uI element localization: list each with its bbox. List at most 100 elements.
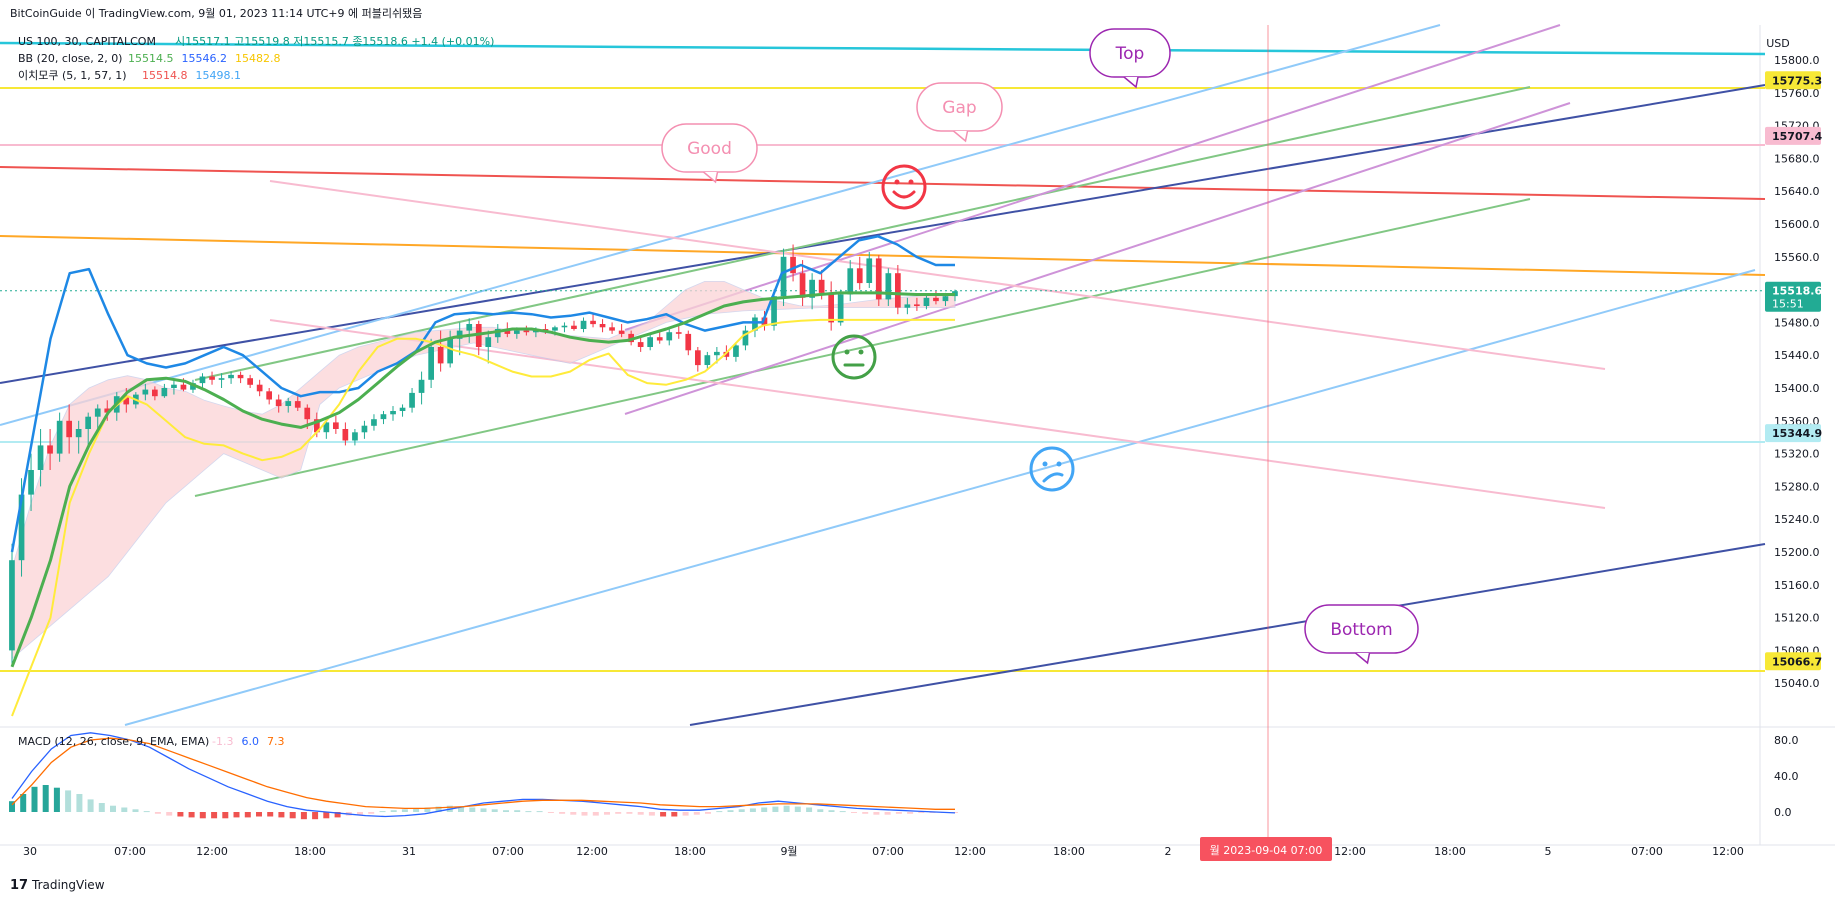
- candle-body: [723, 351, 730, 357]
- candle-body: [380, 414, 387, 420]
- candle-body: [895, 273, 901, 308]
- macd-histogram-bar: [873, 812, 880, 815]
- macd-histogram-bar: [761, 807, 768, 812]
- price-tag-bg: [1765, 424, 1821, 443]
- candle-body: [914, 304, 920, 306]
- candle-body: [571, 325, 577, 329]
- emoji-eye: [1042, 461, 1048, 467]
- macd-histogram-bar: [177, 812, 184, 817]
- candle-body: [761, 317, 768, 326]
- time-tick-label: 07:00: [1631, 845, 1663, 858]
- trend-green-upper: [194, 86, 1531, 381]
- macd-histogram-bar: [132, 809, 139, 812]
- macd-histogram-bar: [671, 812, 678, 817]
- price-tick-label: 15800.0: [1774, 54, 1820, 67]
- candle-body: [675, 332, 682, 334]
- trend-blue-upper: [0, 24, 1441, 426]
- trend-purple-upper: [624, 24, 1561, 331]
- time-tick-label: 30: [23, 845, 37, 858]
- macd-histogram-bar: [435, 806, 442, 812]
- time-tick-label: 07:00: [492, 845, 524, 858]
- macd-histogram-bar: [379, 811, 386, 813]
- publish-line: BitCoinGuide 이 TradingView.com, 9월 01, 2…: [10, 7, 422, 20]
- price-tick-label: 15160.0: [1774, 579, 1820, 592]
- candle-body: [904, 304, 911, 308]
- price-tick-label: 15480.0: [1774, 316, 1820, 329]
- ichimoku-cloud-area: [11, 281, 956, 660]
- bb-basis-line: [10, 291, 955, 668]
- footer-brand: TradingView: [31, 878, 105, 892]
- macd-tick-label: 80.0: [1774, 734, 1799, 747]
- candle-body: [437, 347, 444, 364]
- tradingview-logo[interactable]: 17 TradingView: [10, 878, 105, 893]
- time-tick-label: 18:00: [674, 845, 706, 858]
- candle-body: [371, 419, 377, 426]
- macd-histogram-bar: [256, 812, 262, 817]
- trend-navy-lower: [689, 543, 1766, 726]
- time-cursor-bg: [1200, 837, 1332, 861]
- candle-body: [656, 337, 663, 341]
- candle-body: [752, 317, 758, 331]
- macd-histogram-bar: [884, 812, 891, 815]
- candle-body: [399, 407, 406, 411]
- candle-body: [790, 256, 796, 274]
- currency-label[interactable]: USD: [1766, 37, 1790, 50]
- candle-body: [85, 416, 91, 429]
- legend-bb-values: 15514.5 15546.2 15482.8: [128, 52, 281, 65]
- candle-body: [695, 350, 701, 366]
- price-tick-label: 15680.0: [1774, 152, 1820, 165]
- macd-histogram-bar: [323, 812, 330, 819]
- price-tag-text: 15344.9: [1772, 427, 1822, 440]
- tv-logo-icon: 17: [10, 878, 28, 893]
- macd-histogram-bar: [536, 811, 543, 813]
- emoji-mouth: [892, 190, 916, 199]
- callout-top: Top: [1089, 28, 1171, 89]
- candle-body: [256, 384, 263, 392]
- price-tick-label: 15440.0: [1774, 349, 1820, 362]
- candle-body: [275, 399, 282, 407]
- candle-body: [485, 337, 492, 347]
- legend-ichimoku-value: 15498.1: [196, 69, 242, 82]
- macd-histogram-bar: [693, 812, 700, 815]
- time-tick-label: 2: [1165, 845, 1172, 858]
- bollinger-bands: [10, 235, 955, 717]
- emoji-eye: [908, 179, 914, 185]
- callout-good: Good: [661, 123, 758, 184]
- candle-body: [409, 392, 415, 408]
- time-tick-label: 18:00: [1053, 845, 1085, 858]
- time-tick-label: 12:00: [1712, 845, 1744, 858]
- callout-tail: [703, 171, 719, 184]
- time-tick-label: 31: [402, 845, 416, 858]
- candle-body: [66, 420, 72, 438]
- legend-bb-value: 15482.8: [235, 52, 281, 65]
- macd-histogram-bar: [87, 799, 94, 812]
- macd-histogram-bar: [592, 812, 599, 816]
- macd-histogram-bar: [368, 812, 375, 814]
- callout-text: Top: [1115, 44, 1145, 64]
- price-axis: 15800.015760.015720.015680.015640.015600…: [1765, 54, 1822, 819]
- macd-histogram-bar: [53, 787, 60, 812]
- time-tick-label: 07:00: [114, 845, 146, 858]
- candle-body: [171, 384, 177, 388]
- macd-histogram-bar: [547, 812, 554, 813]
- candle-body: [123, 396, 130, 405]
- callouts-layer: Top Gap Good Bottom: [661, 28, 1419, 665]
- price-label-tag: 15344.9: [1765, 424, 1822, 443]
- candle-body: [47, 445, 53, 454]
- macd-histogram-bar: [772, 806, 779, 812]
- macd-histogram-bar: [749, 808, 756, 812]
- candle-body: [9, 560, 15, 651]
- candle-body: [780, 256, 787, 297]
- candle-body: [704, 355, 711, 365]
- price-tag-bg: [1765, 281, 1821, 312]
- macd-histogram-bar: [458, 806, 464, 812]
- macd-histogram-bar: [514, 810, 521, 812]
- macd-histogram-bar: [581, 812, 588, 816]
- time-tick-label: 12:00: [196, 845, 228, 858]
- candle-body: [94, 408, 101, 417]
- candle-body: [609, 327, 615, 331]
- macd-histogram-bar: [267, 812, 274, 817]
- candle-body: [771, 296, 777, 326]
- candle-body: [323, 422, 330, 433]
